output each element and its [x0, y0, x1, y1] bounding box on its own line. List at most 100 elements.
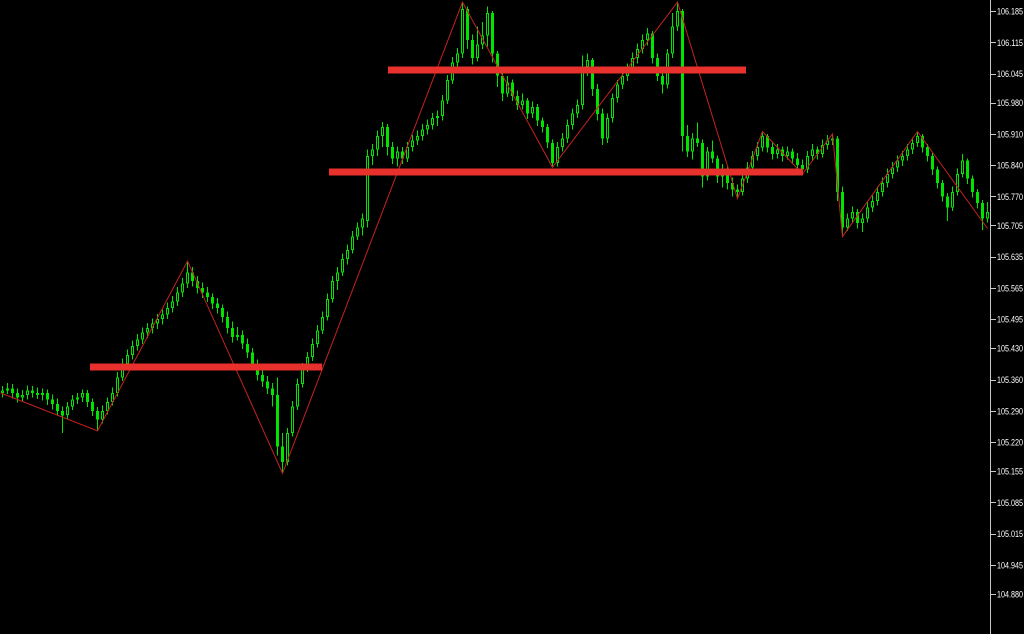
candle-body-fill	[577, 105, 578, 113]
candle-body-fill	[752, 157, 753, 167]
candle-body-fill	[587, 61, 588, 66]
candle-body	[496, 53, 499, 76]
candle-body-fill	[322, 318, 323, 330]
candle-body	[491, 13, 494, 54]
candle-body-fill	[482, 36, 483, 44]
candle-body-fill	[867, 208, 868, 218]
candle-body	[261, 375, 264, 382]
candle-body	[206, 292, 209, 297]
candle-body-fill	[157, 320, 158, 323]
candle-body-fill	[117, 378, 118, 392]
candle-body	[926, 147, 929, 157]
candle-body	[681, 11, 684, 137]
candle-body-fill	[347, 251, 348, 258]
candle-body-fill	[442, 101, 443, 115]
candle-body-fill	[172, 302, 173, 307]
candle-body-fill	[432, 119, 433, 124]
candle-body	[596, 89, 599, 114]
candle-body	[91, 401, 94, 411]
candle-body-fill	[307, 358, 308, 368]
candle-body	[536, 107, 539, 121]
candle-body-fill	[917, 137, 918, 142]
zigzag-indicator-line	[0, 0, 988, 475]
candle-body-fill	[332, 282, 333, 299]
candle-body-fill	[887, 175, 888, 182]
candle-body	[226, 317, 229, 329]
price-axis-label: 105.770	[997, 192, 1023, 202]
candle-body-fill	[107, 402, 108, 410]
price-axis-label: 106.185	[997, 7, 1023, 17]
price-axis-label: 105.910	[997, 129, 1023, 139]
candle-body	[971, 178, 974, 192]
price-axis-label: 105.840	[997, 161, 1023, 171]
candle-body	[241, 334, 244, 344]
candle-body-fill	[852, 213, 853, 218]
price-axis-gutter[interactable]	[991, 0, 1024, 634]
candle-body-fill	[957, 175, 958, 191]
price-axis-label: 105.705	[997, 221, 1023, 231]
candle-body-fill	[617, 85, 618, 98]
candle-body	[11, 388, 14, 393]
candle-body-fill	[317, 331, 318, 343]
candle-body	[246, 343, 249, 353]
candle-body-fill	[847, 219, 848, 227]
candle-body	[551, 142, 554, 163]
price-axis-label: 105.565	[997, 283, 1023, 293]
price-axis[interactable]: 106.185 106.115 106.045 105.980 105.910 105.8…	[990, 0, 1024, 634]
candle-body-fill	[132, 347, 133, 354]
price-axis-label: 105.155	[997, 467, 1023, 477]
candle-body-fill	[162, 315, 163, 319]
candle-body	[466, 8, 469, 41]
candle-body-fill	[912, 143, 913, 149]
candle-body-fill	[412, 141, 413, 147]
candle-body	[401, 151, 404, 159]
candle-body-fill	[522, 101, 523, 104]
candle-body-fill	[367, 157, 368, 220]
candle-body-fill	[422, 130, 423, 136]
candle-body-fill	[897, 161, 898, 167]
candle-body-fill	[407, 148, 408, 158]
candle-body	[836, 138, 839, 192]
candle-body-fill	[112, 393, 113, 401]
candle-body	[511, 82, 514, 96]
candle-body	[271, 388, 274, 396]
candle-body-fill	[462, 9, 463, 53]
candle-body-fill	[187, 273, 188, 283]
candle-body	[201, 287, 204, 293]
candle-body-fill	[337, 273, 338, 281]
candle-body-fill	[362, 219, 363, 227]
candle-body-fill	[637, 50, 638, 57]
candle-body	[981, 203, 984, 219]
candle-body	[766, 136, 769, 148]
candle-body-fill	[642, 41, 643, 48]
candle-body	[501, 75, 504, 94]
candle-body-fill	[612, 99, 613, 118]
candle-body-fill	[787, 152, 788, 156]
price-axis-label: 104.880	[997, 589, 1023, 599]
candle-body	[471, 40, 474, 58]
candle-body	[191, 272, 194, 282]
candle-body-fill	[647, 34, 648, 39]
candle-body-fill	[707, 152, 708, 176]
candle-body-fill	[67, 407, 68, 415]
candle-body-fill	[72, 400, 73, 406]
candle-body	[516, 95, 519, 105]
price-axis-label: 105.220	[997, 438, 1023, 448]
candle-body-fill	[142, 333, 143, 339]
candle-body-fill	[357, 228, 358, 236]
candle-body-fill	[122, 364, 123, 377]
candle-body	[281, 446, 284, 463]
candle-body	[46, 392, 49, 400]
candle-body	[921, 136, 924, 148]
candle-body	[941, 183, 944, 197]
candle-body	[51, 399, 54, 405]
candle-body	[386, 127, 389, 148]
price-axis-label: 105.980	[997, 98, 1023, 108]
candle-body-fill	[327, 300, 328, 316]
candle-body-fill	[692, 139, 693, 151]
candle-body-fill	[827, 141, 828, 144]
candle-body-fill	[872, 201, 873, 207]
candle-body-fill	[567, 125, 568, 138]
candle-body	[931, 156, 934, 170]
